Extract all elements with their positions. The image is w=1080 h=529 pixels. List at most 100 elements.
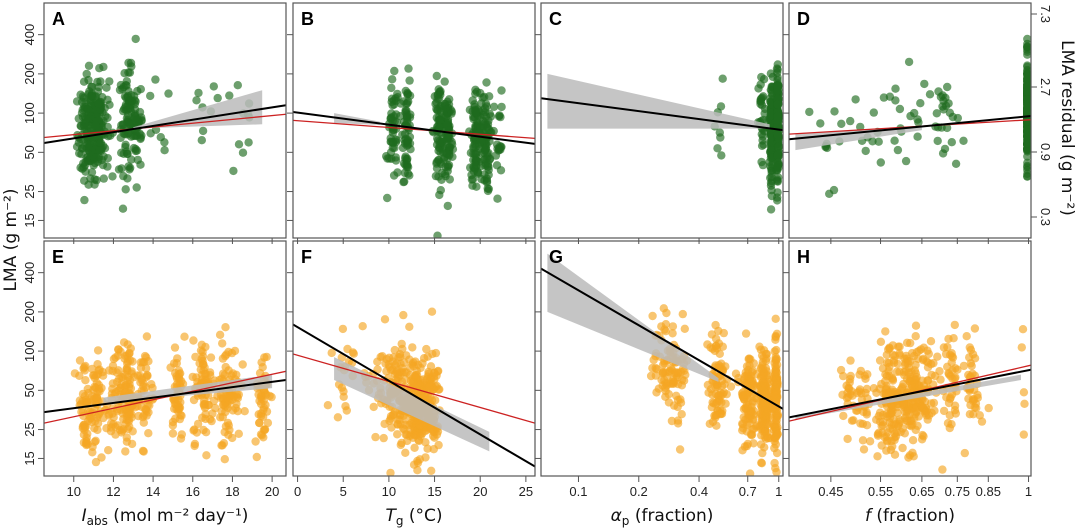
panel-frame [43, 240, 287, 477]
data-point [405, 76, 414, 85]
x-tick-label: 20 [473, 484, 487, 499]
data-point [427, 307, 437, 316]
data-point [648, 311, 657, 321]
data-point [126, 344, 135, 353]
data-point [386, 412, 396, 421]
data-point [882, 437, 892, 446]
data-point [911, 332, 920, 341]
data-point [923, 346, 932, 355]
data-point [859, 445, 869, 454]
data-point [424, 369, 433, 379]
data-point [229, 166, 238, 176]
data-point [218, 339, 227, 348]
data-point [743, 439, 752, 449]
data-point [925, 90, 935, 99]
data-point [741, 404, 751, 413]
data-point [403, 136, 413, 145]
data-point [822, 143, 832, 153]
confidence-band [795, 374, 1021, 420]
data-point [433, 94, 442, 104]
data-point [916, 345, 926, 354]
data-point [252, 452, 261, 462]
data-point [745, 414, 754, 423]
data-point [99, 174, 109, 183]
data-point [373, 357, 382, 366]
data-point [856, 122, 865, 132]
data-point [404, 64, 413, 73]
y-axis-right-label: LMA residual (g m⁻²) [1057, 40, 1077, 216]
data-point [197, 136, 206, 145]
data-point [1023, 138, 1031, 148]
panel-frame [292, 240, 536, 477]
data-point [874, 428, 883, 437]
data-point [885, 362, 894, 372]
data-point [125, 165, 134, 174]
fit-line [541, 267, 783, 410]
y-tick-label: 50 [22, 383, 37, 397]
panel-frame [540, 240, 784, 477]
data-point [489, 102, 499, 112]
x-tick-label: 20 [265, 484, 279, 499]
x-tick-label: 1 [1025, 484, 1032, 499]
data-point [137, 402, 146, 411]
data-point [851, 95, 860, 104]
x-axis-label: αp (fraction) [611, 506, 714, 528]
data-point [477, 161, 486, 171]
fit-line-alt [293, 353, 535, 424]
fit-line [293, 110, 535, 145]
data-point [947, 352, 957, 361]
data-point [758, 160, 768, 170]
data-point [677, 375, 687, 384]
data-point [910, 379, 919, 389]
x-tick-label: 0.45 [818, 484, 843, 499]
data-point [78, 424, 88, 433]
data-point [349, 349, 358, 358]
data-point [944, 334, 953, 344]
data-point [652, 388, 661, 397]
data-point [127, 155, 136, 164]
data-point [715, 396, 724, 406]
data-point [129, 143, 139, 153]
data-point [758, 401, 767, 410]
data-point [83, 156, 93, 165]
data-point [875, 356, 885, 365]
data-point [762, 478, 770, 486]
x-axis-label-symbol: f [865, 506, 874, 526]
panel-content [293, 64, 535, 238]
data-point [409, 362, 418, 371]
data-point [484, 184, 493, 194]
data-point [473, 168, 482, 177]
panel-content [789, 34, 1031, 198]
data-point [773, 116, 782, 126]
data-point [947, 420, 956, 429]
data-point [711, 389, 721, 399]
data-point [497, 102, 506, 112]
data-point [224, 347, 233, 357]
data-point [91, 436, 100, 445]
x-tick-label: 15 [427, 484, 441, 499]
data-point [238, 148, 248, 157]
data-point [201, 428, 211, 437]
data-point [416, 363, 425, 373]
data-point [716, 133, 725, 142]
data-point [879, 93, 889, 102]
data-point [93, 157, 102, 166]
data-point [117, 373, 126, 382]
data-point [893, 145, 903, 155]
data-point [116, 383, 125, 392]
data-point [108, 172, 117, 181]
data-point [757, 351, 767, 360]
data-point [389, 96, 399, 105]
data-point [91, 121, 100, 130]
data-point [121, 140, 130, 149]
data-point [107, 389, 117, 398]
data-point [859, 407, 868, 417]
data-point [233, 81, 242, 90]
data-point [910, 366, 919, 375]
data-point [1020, 399, 1029, 408]
data-point [209, 396, 219, 406]
data-point [772, 380, 782, 390]
fit-line [44, 379, 286, 414]
data-point [929, 398, 939, 408]
data-point [913, 132, 922, 141]
